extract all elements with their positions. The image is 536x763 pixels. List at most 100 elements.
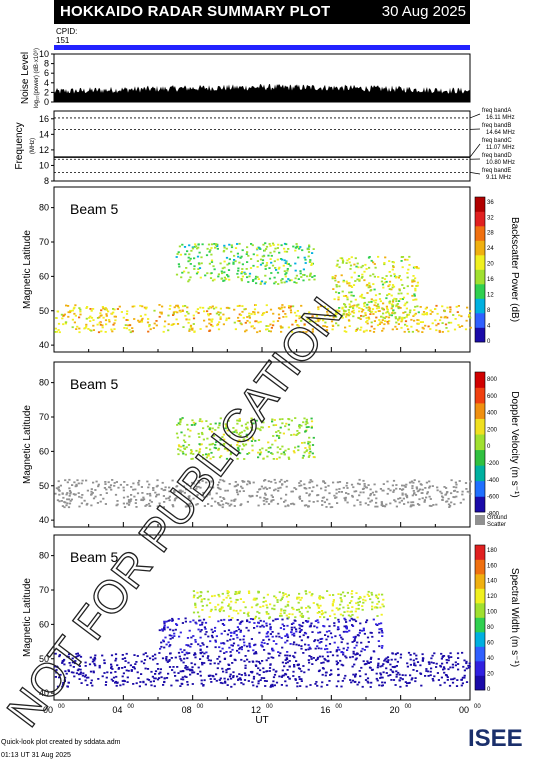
scatter-cell <box>283 242 287 245</box>
scatter-cell <box>155 493 159 496</box>
scatter-cell <box>367 590 370 593</box>
scatter-cell <box>187 504 190 506</box>
scatter-cell <box>55 317 58 319</box>
scatter-cell <box>182 485 186 488</box>
scatter-cell <box>245 436 249 438</box>
scatter-cell <box>291 490 294 493</box>
scatter-cell <box>356 327 359 330</box>
scatter-cell <box>184 617 187 620</box>
scatter-cell <box>299 630 302 632</box>
scatter-cell <box>344 498 347 500</box>
scatter-cell <box>285 260 288 263</box>
scatter-cell <box>307 659 310 661</box>
scatter-cell <box>248 312 251 315</box>
scatter-cell <box>73 675 76 678</box>
scatter-cell <box>315 659 318 662</box>
scatter-cell <box>340 636 343 639</box>
scatter-cell <box>311 315 314 318</box>
scatter-cell <box>368 310 372 312</box>
scatter-cell <box>316 612 319 614</box>
scatter-cell <box>431 654 434 657</box>
scatter-cell <box>453 677 456 680</box>
scatter-cell <box>168 308 171 310</box>
scatter-cell <box>161 657 165 660</box>
scatter-cell <box>284 262 287 264</box>
scatter-cell <box>277 435 281 437</box>
scatter-cell <box>90 679 93 682</box>
scatter-cell <box>211 325 214 328</box>
scatter-cell <box>123 657 127 660</box>
scatter-cell <box>231 662 234 664</box>
scatter-cell <box>262 255 266 258</box>
scatter-cell <box>190 662 193 665</box>
colorbar-segment <box>475 574 485 589</box>
scatter-cell <box>271 496 274 498</box>
scatter-cell <box>285 633 289 636</box>
scatter-cell <box>177 651 181 654</box>
scatter-cell <box>190 643 193 645</box>
scatter-cell <box>286 634 289 637</box>
scatter-cell <box>354 637 357 639</box>
scatter-cell <box>220 270 223 273</box>
scatter-cell <box>78 495 81 498</box>
scatter-cell <box>172 666 175 668</box>
scatter-cell <box>55 669 58 671</box>
scatter-cell <box>60 313 63 316</box>
scatter-cell <box>254 304 257 306</box>
scatter-cell <box>447 656 451 659</box>
scatter-cell <box>361 685 364 688</box>
scatter-cell <box>129 500 132 502</box>
scatter-cell <box>295 245 298 248</box>
scatter-cell <box>188 330 191 332</box>
scatter-cell <box>256 266 259 268</box>
noise-ylabel-units: log₁₀(power) (dB·x10⁶) <box>33 48 40 108</box>
scatter-cell <box>339 613 342 616</box>
scatter-cell <box>238 242 241 245</box>
scatter-cell <box>366 303 369 306</box>
scatter-region <box>54 478 472 509</box>
scatter-cell <box>223 624 226 626</box>
scatter-cell <box>374 505 377 508</box>
scatter-cell <box>361 629 364 632</box>
scatter-cell <box>424 487 427 489</box>
scatter-cell <box>340 685 343 688</box>
scatter-cell <box>385 667 388 670</box>
scatter-cell <box>383 681 386 684</box>
scatter-cell <box>159 311 162 314</box>
scatter-cell <box>439 319 442 322</box>
scatter-cell <box>188 253 191 256</box>
scatter-cell <box>461 682 464 685</box>
scatter-cell <box>309 275 312 277</box>
scatter-cell <box>369 661 372 663</box>
scatter-cell <box>352 486 355 489</box>
scatter-cell <box>215 492 218 495</box>
scatter-cell <box>132 666 135 668</box>
scatter-cell <box>424 307 427 310</box>
scatter-cell <box>287 456 290 459</box>
scatter-cell <box>62 683 65 686</box>
scatter-cell <box>259 258 263 261</box>
scatter-cell <box>65 321 68 324</box>
scatter-cell <box>275 431 278 433</box>
scatter-cell <box>316 626 319 629</box>
scatter-cell <box>388 260 391 262</box>
scatter-cell <box>209 457 212 460</box>
scatter-cell <box>396 652 399 654</box>
scatter-cell <box>408 255 411 258</box>
cpid-label: CPID: 151 <box>56 27 77 45</box>
scatter-cell <box>63 506 66 509</box>
scatter-cell <box>179 648 182 651</box>
scatter-cell <box>236 457 239 460</box>
scatter-cell <box>202 643 205 646</box>
scatter-cell <box>265 264 268 267</box>
scatter-cell <box>276 599 279 601</box>
scatter-cell <box>173 635 176 637</box>
scatter-cell <box>273 250 276 253</box>
scatter-cell <box>307 620 310 623</box>
scatter-cell <box>435 662 438 665</box>
scatter-cell <box>145 504 148 506</box>
scatter-cell <box>360 308 363 310</box>
scatter-cell <box>390 679 393 681</box>
scatter-cell <box>192 453 195 455</box>
scatter-cell <box>279 599 282 602</box>
